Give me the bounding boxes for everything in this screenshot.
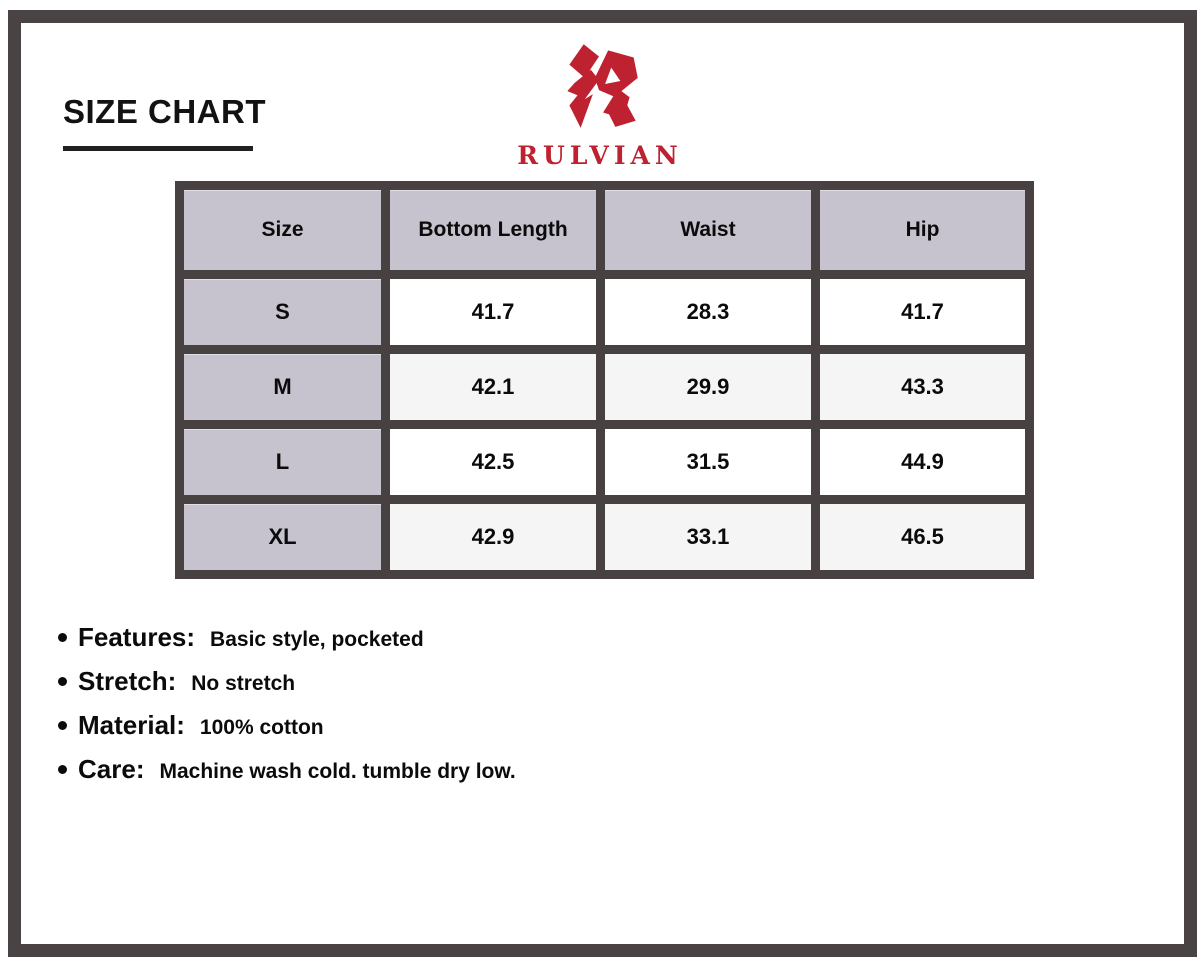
table-row-m: M 42.1 29.9 43.3 bbox=[184, 354, 1025, 420]
size-chart-table: Size Bottom Length Waist Hip S 41.7 28.3… bbox=[175, 181, 1034, 579]
size-chart-table-wrap: Size Bottom Length Waist Hip S 41.7 28.3… bbox=[175, 181, 1034, 579]
value-cell: 41.7 bbox=[820, 279, 1025, 345]
detail-value: Machine wash cold. tumble dry low. bbox=[159, 760, 516, 783]
brand-block: RULVIAN bbox=[0, 33, 1200, 170]
value-cell: 31.5 bbox=[605, 429, 811, 495]
value-cell: 44.9 bbox=[820, 429, 1025, 495]
table-row-l: L 42.5 31.5 44.9 bbox=[184, 429, 1025, 495]
rulvian-r-logo-icon bbox=[567, 44, 638, 128]
value-cell: 29.9 bbox=[605, 354, 811, 420]
product-details-list: Features: Basic style, pocketed Stretch:… bbox=[58, 622, 516, 798]
value-cell: 46.5 bbox=[820, 504, 1025, 570]
column-header-hip: Hip bbox=[820, 190, 1025, 270]
detail-label: Material: bbox=[78, 710, 185, 740]
value-cell: 42.1 bbox=[390, 354, 596, 420]
value-cell: 33.1 bbox=[605, 504, 811, 570]
detail-material: Material: 100% cotton bbox=[58, 710, 516, 741]
detail-value: No stretch bbox=[191, 672, 296, 695]
title-underline bbox=[63, 146, 253, 151]
page-title: SIZE CHART bbox=[63, 93, 266, 130]
header-row: Size Bottom Length Waist Hip bbox=[184, 190, 1025, 270]
size-cell: L bbox=[184, 429, 381, 495]
value-cell: 43.3 bbox=[820, 354, 1025, 420]
detail-care: Care: Machine wash cold. tumble dry low. bbox=[58, 754, 516, 785]
value-cell: 42.5 bbox=[390, 429, 596, 495]
bullet-icon bbox=[58, 677, 67, 686]
size-cell: XL bbox=[184, 504, 381, 570]
bullet-icon bbox=[58, 633, 67, 642]
detail-value: 100% cotton bbox=[199, 716, 324, 739]
value-cell: 41.7 bbox=[390, 279, 596, 345]
detail-label: Stretch: bbox=[78, 666, 177, 696]
detail-label: Features: bbox=[78, 622, 196, 652]
column-header-waist: Waist bbox=[605, 190, 811, 270]
column-header-size: Size bbox=[184, 190, 381, 270]
detail-features: Features: Basic style, pocketed bbox=[58, 622, 516, 653]
value-cell: 28.3 bbox=[605, 279, 811, 345]
title-block: SIZE CHART bbox=[63, 93, 266, 151]
column-header-bottom-length: Bottom Length bbox=[390, 190, 596, 270]
bullet-icon bbox=[58, 765, 67, 774]
table-row-s: S 41.7 28.3 41.7 bbox=[184, 279, 1025, 345]
detail-value: Basic style, pocketed bbox=[210, 628, 424, 651]
detail-stretch: Stretch: No stretch bbox=[58, 666, 516, 697]
table-row-xl: XL 42.9 33.1 46.5 bbox=[184, 504, 1025, 570]
detail-label: Care: bbox=[78, 754, 145, 784]
brand-wordmark: RULVIAN bbox=[517, 141, 683, 170]
size-cell: M bbox=[184, 354, 381, 420]
bullet-icon bbox=[58, 721, 67, 730]
value-cell: 42.9 bbox=[390, 504, 596, 570]
size-cell: S bbox=[184, 279, 381, 345]
